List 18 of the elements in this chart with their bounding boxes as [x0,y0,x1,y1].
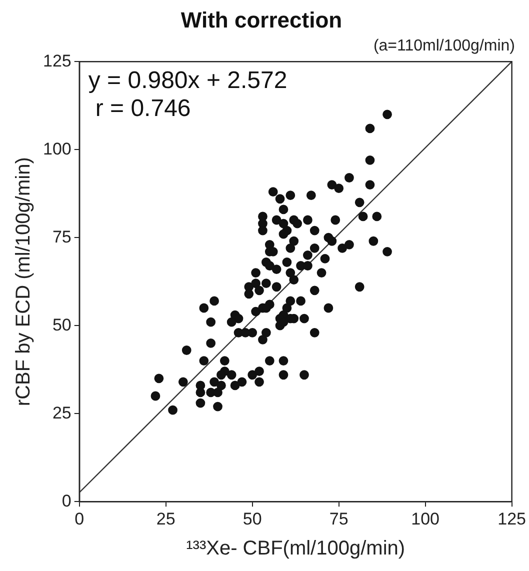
y-tick-label: 0 [62,491,72,510]
x-tick-label: 75 [329,509,348,528]
chart-subtitle: (a=110ml/100g/min) [373,37,515,54]
x-tick-label: 25 [156,509,176,528]
x-tick-label: 100 [411,509,440,528]
x-tick-label: 0 [74,509,84,528]
y-tick-label: 50 [52,315,72,334]
y-tick-label: 125 [42,51,72,70]
x-tick-label: 125 [498,509,526,528]
y-tick-label: 75 [52,227,72,246]
y-tick-label: 25 [52,403,72,422]
annotation: y = 0.980x + 2.572 [88,67,288,94]
annotation: r = 0.746 [95,95,191,122]
y-tick-label: 100 [42,139,72,158]
chart-title: With correction [180,7,342,32]
y-axis-title: rCBF by ECD (ml/100g/min) [12,157,35,406]
x-tick-label: 50 [242,509,262,528]
x-axis-title: ¹³³Xe- CBF(ml/100g/min) [186,538,406,560]
